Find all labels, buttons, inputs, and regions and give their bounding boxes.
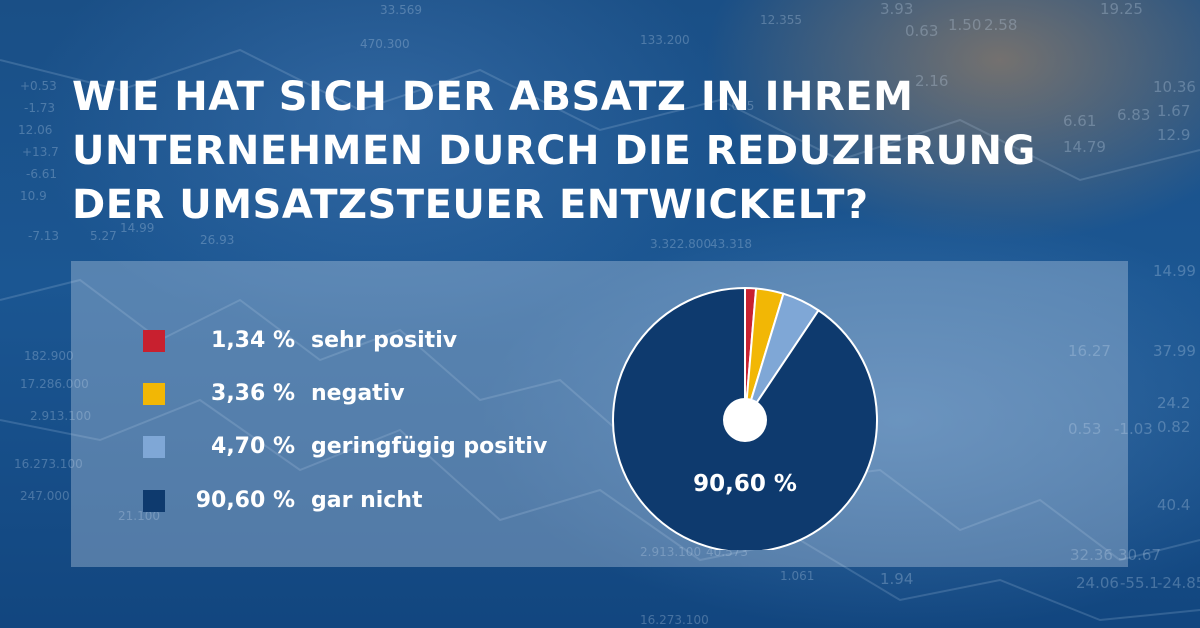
legend-swatch-negativ [143, 383, 165, 405]
legend-value-gar-nicht: 90,60 % [195, 488, 295, 513]
legend-swatch-sehr-positiv [143, 330, 165, 352]
title-line-3: DER UMSATZSTEUER ENTWICKELT? [72, 182, 869, 228]
pie-chart: 90,60 % [612, 287, 878, 550]
legend-value-sehr-positiv: 1,34 % [211, 328, 295, 353]
title-line-2: UNTERNEHMEN DURCH DIE REDUZIERUNG [72, 128, 1036, 174]
title-line-1: WIE HAT SICH DER ABSATZ IN IHREM [72, 74, 914, 120]
pie-center-hole [723, 398, 767, 442]
legend-label-sehr-positiv: sehr positiv [311, 328, 458, 353]
page-title: WIE HAT SICH DER ABSATZ IN IHREM UNTERNE… [72, 70, 1132, 232]
legend-value-negativ: 3,36 % [211, 381, 295, 406]
legend-swatch-geringfuegig-positiv [143, 436, 165, 458]
chart-panel: 1,34 % sehr positiv 3,36 % negativ 4,70 … [71, 261, 1128, 567]
legend-label-geringfuegig-positiv: geringfügig positiv [311, 434, 548, 459]
data-label-gar-nicht: 90,60 % [693, 471, 797, 497]
legend-value-geringfuegig-positiv: 4,70 % [211, 434, 295, 459]
legend-label-negativ: negativ [311, 381, 405, 406]
legend-label-gar-nicht: gar nicht [311, 488, 423, 513]
legend-swatch-gar-nicht [143, 490, 165, 512]
